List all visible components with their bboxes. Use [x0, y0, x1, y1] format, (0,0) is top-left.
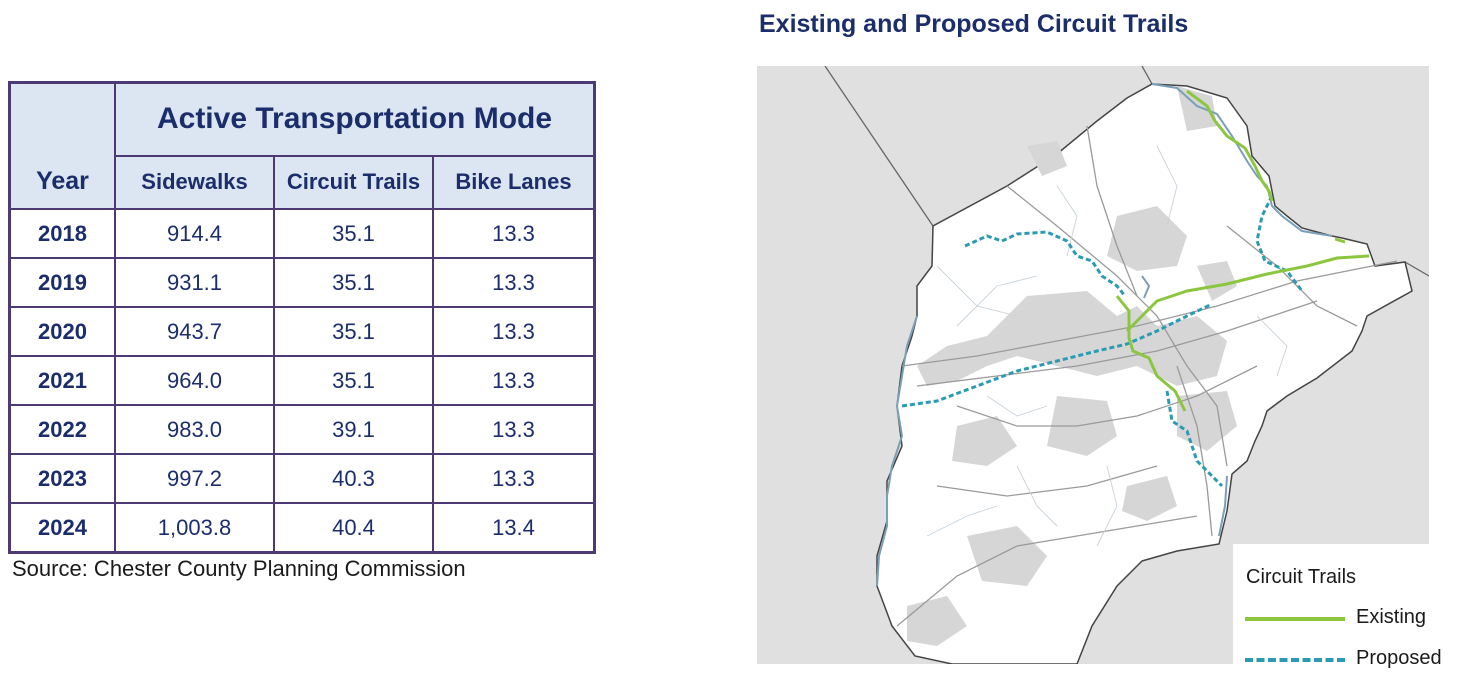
- year-cell: 2021: [8, 355, 116, 406]
- bike-lanes-cell: 13.3: [432, 208, 596, 259]
- group-header: Active Transportation Mode: [114, 81, 596, 157]
- bike-lanes-cell: 13.3: [432, 404, 596, 455]
- minor-roads: [926, 145, 1288, 547]
- sidewalks-cell: 997.2: [114, 453, 275, 504]
- table-row: 2023 997.2 40.3 13.3: [8, 453, 596, 504]
- bike-lanes-cell: 13.3: [432, 306, 596, 357]
- road-network: [896, 125, 1398, 627]
- table-row: 2018 914.4 35.1 13.3: [8, 208, 596, 259]
- proposed-trails: [901, 195, 1304, 488]
- mode-table: Year Active Transportation Mode Sidewalk…: [8, 81, 596, 554]
- circuit-trails-cell: 35.1: [273, 257, 434, 308]
- circuit-trails-cell: 35.1: [273, 355, 434, 406]
- legend-existing: Existing: [1245, 606, 1449, 630]
- table-row: 2022 983.0 39.1 13.3: [8, 404, 596, 455]
- bike-lanes-cell: 13.3: [432, 257, 596, 308]
- year-cell: 2019: [8, 257, 116, 308]
- col-header-bike-lanes: Bike Lanes: [432, 154, 596, 211]
- map-legend: Circuit Trails Existing Proposed: [1233, 544, 1449, 672]
- year-header: Year: [8, 81, 116, 210]
- circuit-trails-map: [757, 66, 1429, 664]
- legend-existing-label: Existing: [1356, 606, 1427, 628]
- table-row: 2019 931.1 35.1 13.3: [8, 257, 596, 308]
- waterways: [876, 83, 1333, 587]
- circuit-trails-cell: 40.3: [273, 453, 434, 504]
- bike-lanes-cell: 13.3: [432, 453, 596, 504]
- map-title: Existing and Proposed Circuit Trails: [759, 10, 1189, 38]
- table-row: 2024 1,003.8 40.4 13.4: [8, 502, 596, 554]
- legend-proposed-label: Proposed: [1356, 647, 1442, 669]
- circuit-trails-cell: 40.4: [273, 502, 434, 554]
- year-cell: 2023: [8, 453, 116, 504]
- bike-lanes-cell: 13.3: [432, 355, 596, 406]
- year-cell: 2018: [8, 208, 116, 259]
- circuit-trails-cell: 35.1: [273, 306, 434, 357]
- proposed-line-swatch: [1245, 658, 1345, 662]
- legend-proposed: Proposed: [1245, 647, 1449, 671]
- sidewalks-cell: 964.0: [114, 355, 275, 406]
- col-header-circuit-trails: Circuit Trails: [273, 154, 434, 211]
- sidewalks-cell: 931.1: [114, 257, 275, 308]
- col-header-sidewalks: Sidewalks: [114, 154, 275, 211]
- year-cell: 2020: [8, 306, 116, 357]
- sidewalks-cell: 914.4: [114, 208, 275, 259]
- year-cell: 2022: [8, 404, 116, 455]
- circuit-trails-cell: 39.1: [273, 404, 434, 455]
- sidewalks-cell: 943.7: [114, 306, 275, 357]
- active-transportation-table: Year Active Transportation Mode Sidewalk…: [8, 81, 596, 554]
- circuit-trails-cell: 35.1: [273, 208, 434, 259]
- existing-line-swatch: [1245, 617, 1345, 621]
- source-note: Source: Chester County Planning Commissi…: [12, 556, 466, 581]
- sidewalks-cell: 983.0: [114, 404, 275, 455]
- legend-title: Circuit Trails: [1246, 566, 1357, 588]
- map-canvas: [757, 66, 1429, 664]
- table-row: 2020 943.7 35.1 13.3: [8, 306, 596, 357]
- bike-lanes-cell: 13.4: [432, 502, 596, 554]
- sidewalks-cell: 1,003.8: [114, 502, 275, 554]
- table-row: 2021 964.0 35.1 13.3: [8, 355, 596, 406]
- existing-trails: [1115, 89, 1370, 412]
- year-cell: 2024: [8, 502, 116, 554]
